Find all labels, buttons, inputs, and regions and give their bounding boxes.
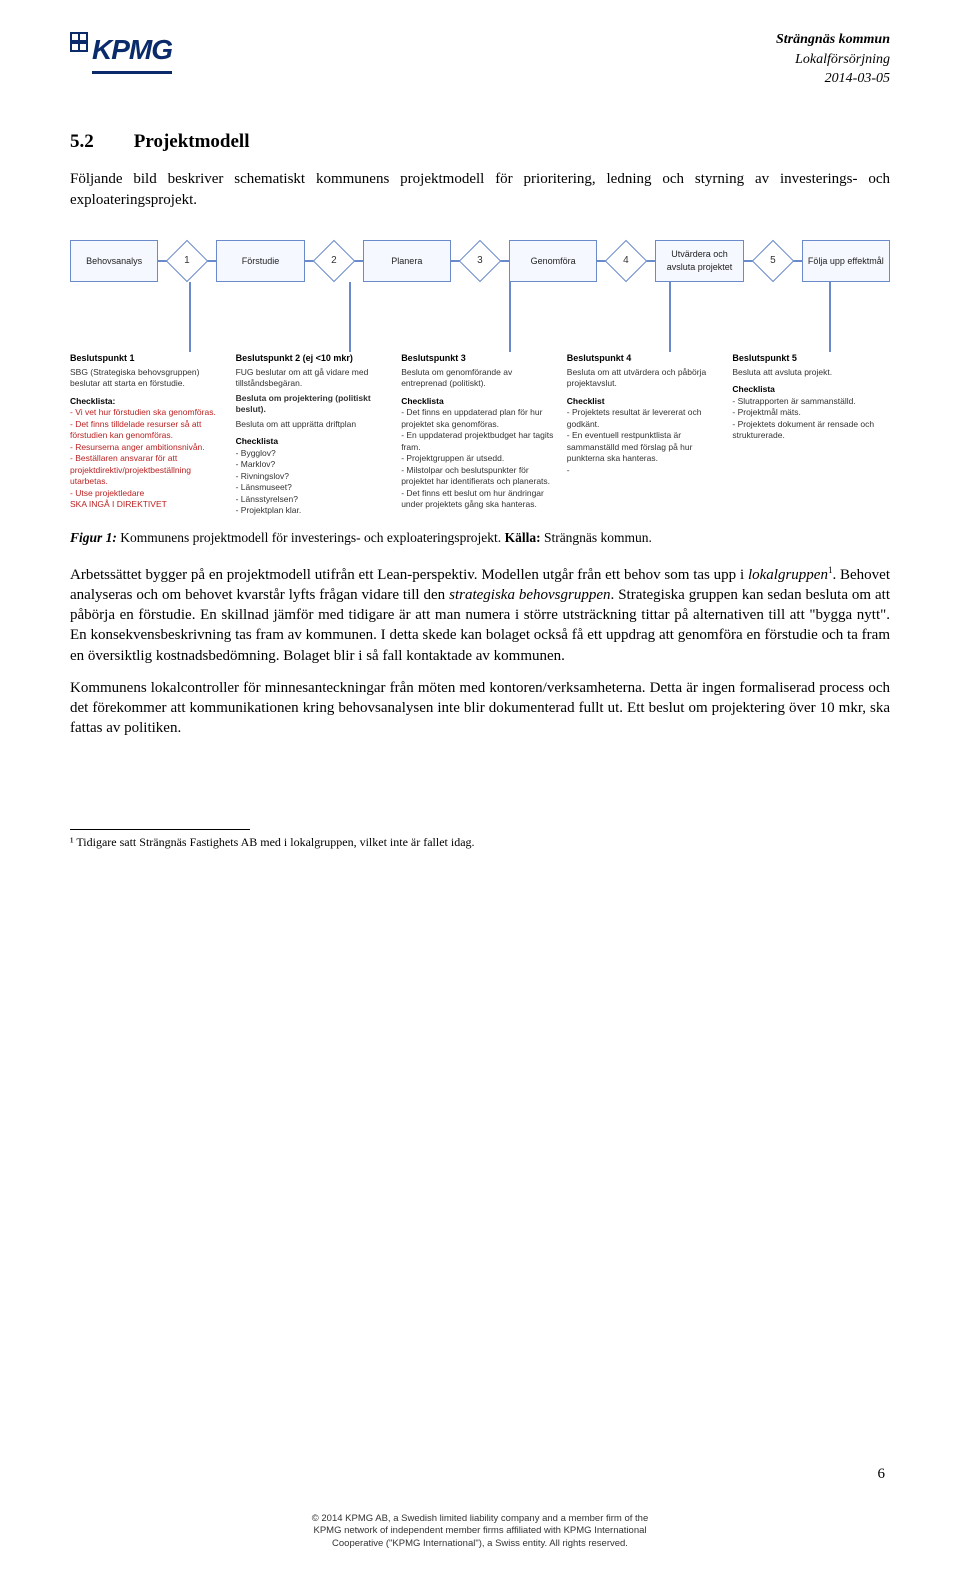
phase-box: Behovsanalys (70, 240, 158, 282)
page-number: 6 (878, 1464, 886, 1485)
section-title: Projektmodell (134, 129, 250, 156)
header-subject: Lokalförsörjning (776, 50, 890, 70)
beslutspunkt-col: Beslutspunkt 1 SBG (Strategiska behovsgr… (70, 352, 228, 511)
phase-box: Planera (363, 240, 451, 282)
beslutspunkt-col: Beslutspunkt 4 Besluta om att utvärdera … (567, 352, 725, 476)
phase-box: Utvärdera och avsluta projektet (655, 240, 743, 282)
decision-box: 4 (605, 240, 647, 282)
beslutspunkt-row: Beslutspunkt 1 SBG (Strategiska behovsgr… (70, 352, 890, 517)
header-org: Strängnäs kommun (776, 30, 890, 50)
phase-box: Förstudie (216, 240, 304, 282)
beslutspunkt-col: Beslutspunkt 2 (ej <10 mkr) FUG beslutar… (236, 352, 394, 517)
beslutspunkt-col: Beslutspunkt 5 Besluta att avsluta proje… (732, 352, 890, 442)
section-number: 5.2 (70, 129, 94, 156)
beslutspunkt-col: Beslutspunkt 3 Besluta om genomförande a… (401, 352, 559, 511)
decision-box: 3 (459, 240, 501, 282)
phase-row: Behovsanalys 1 Förstudie 2 Planera 3 Gen… (70, 240, 890, 282)
logo-text: KPMG (92, 30, 172, 74)
kpmg-logo: KPMG (70, 30, 172, 74)
header-meta: Strängnäs kommun Lokalförsörjning 2014-0… (776, 30, 890, 89)
header-date: 2014-03-05 (776, 69, 890, 89)
page-footer: © 2014 KPMG AB, a Swedish limited liabil… (0, 1513, 960, 1550)
page-header: KPMG Strängnäs kommun Lokalförsörjning 2… (70, 30, 890, 89)
phase-box: Följa upp effektmål (802, 240, 890, 282)
footnote-rule (70, 829, 250, 830)
phase-box: Genomföra (509, 240, 597, 282)
decision-box: 1 (166, 240, 208, 282)
footnote: ¹ Tidigare satt Strängnäs Fastighets AB … (70, 834, 890, 851)
intro-paragraph: Följande bild beskriver schematiskt komm… (70, 169, 890, 210)
section-heading: 5.2 Projektmodell (70, 129, 890, 156)
decision-box: 2 (312, 240, 354, 282)
decision-box: 5 (751, 240, 793, 282)
body-paragraph: Arbetssättet bygger på en projektmodell … (70, 564, 890, 666)
figure-caption: Figur 1: Kommunens projektmodell för inv… (70, 529, 890, 548)
body-paragraph: Kommunens lokalcontroller för minnesante… (70, 678, 890, 739)
projektmodell-diagram: Behovsanalys 1 Förstudie 2 Planera 3 Gen… (70, 240, 890, 517)
